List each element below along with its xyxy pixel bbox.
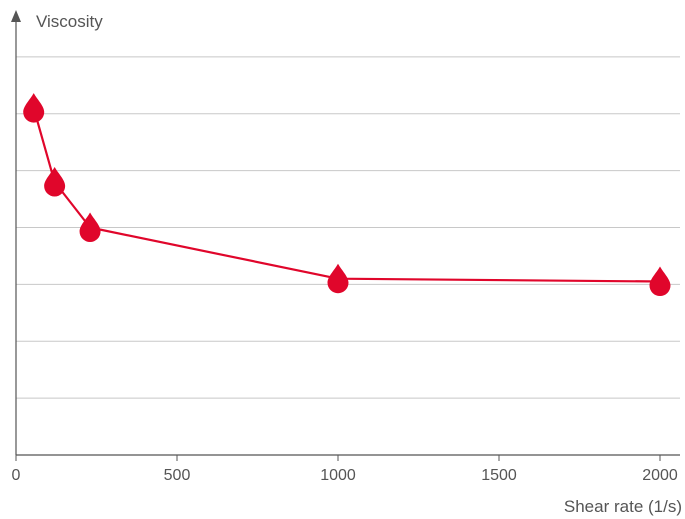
drop-marker-1 [23,93,45,123]
drop-marker-5 [649,266,671,297]
series-line-1 [32,107,661,283]
x-tick-label-500: 500 [164,467,191,484]
x-tick-label-0: 0 [12,467,21,484]
gridlines [16,56,680,399]
x-tick-label-1500: 1500 [481,467,517,484]
x-ticks: 0 500 1000 1500 2000 [12,455,678,484]
x-tick-label-1000: 1000 [320,467,356,484]
drop-marker-3 [79,212,101,242]
y-axis-arrow-icon [11,10,21,22]
drop-marker-2 [44,167,66,197]
y-axis-title: Viscosity [36,12,103,31]
x-axis-title: Shear rate (1/s) [564,497,682,516]
axes [11,10,680,456]
drop-marker-4 [327,263,349,294]
series [23,93,671,297]
x-tick-label-2000: 2000 [642,467,678,484]
